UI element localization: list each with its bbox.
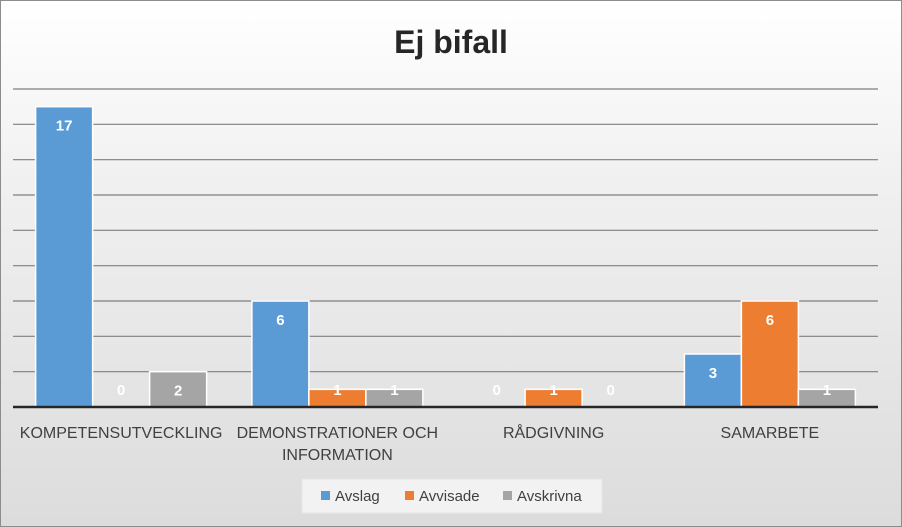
data-label: 1 <box>823 382 831 399</box>
data-label: 0 <box>117 382 125 399</box>
legend-label: Avslag <box>335 488 380 505</box>
legend-swatch <box>405 491 414 500</box>
data-label: 3 <box>709 365 717 382</box>
x-axis: KOMPETENSUTVECKLING DEMONSTRATIONER OCH IN… <box>13 405 878 464</box>
legend: Avslag Avvisade Avskrivna <box>301 478 603 514</box>
data-label: 1 <box>390 382 398 399</box>
x-tick-label: DEMONSTRATIONER OCH INFORMATION <box>237 425 438 464</box>
data-label: 0 <box>606 382 614 399</box>
chart-title: Ej bifall <box>394 24 508 60</box>
legend-label: Avvisade <box>419 488 480 505</box>
x-tick-label: RÅDGIVNING <box>503 423 604 442</box>
data-labels: 17 0 2 6 1 1 0 1 0 3 6 1 <box>56 118 831 400</box>
data-label: 0 <box>492 382 500 399</box>
data-label: 1 <box>333 382 341 399</box>
data-label: 1 <box>549 382 557 399</box>
bar-avslag <box>34 105 94 408</box>
legend-swatch <box>321 491 330 500</box>
bars <box>34 105 857 408</box>
bar-avskrivna <box>148 370 208 408</box>
bar-avvisade <box>740 300 800 408</box>
legend-swatch <box>503 491 512 500</box>
data-label: 17 <box>56 118 73 135</box>
x-tick-label: KOMPETENSUTVECKLING <box>20 425 223 442</box>
legend-box <box>301 478 603 514</box>
data-label: 6 <box>766 312 774 329</box>
x-tick-label: SAMARBETE <box>721 425 820 442</box>
legend-label: Avskrivna <box>517 488 582 505</box>
data-label: 6 <box>276 312 284 329</box>
data-label: 2 <box>174 383 182 400</box>
gridlines <box>13 88 878 373</box>
